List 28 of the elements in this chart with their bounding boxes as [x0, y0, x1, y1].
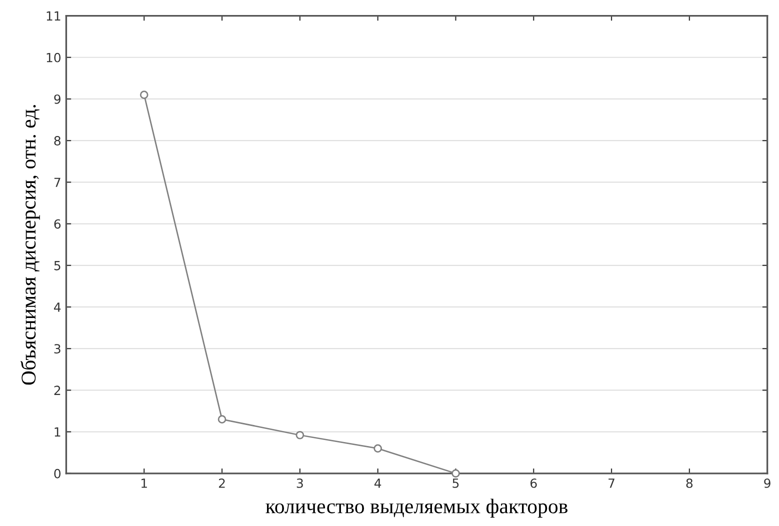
x-tick-label: 8	[686, 478, 693, 488]
y-axis-title: Объяснимая дисперсия, отн. ед.	[20, 105, 40, 385]
x-tick-label: 5	[452, 478, 459, 488]
x-tick-label: 7	[608, 478, 614, 488]
y-tick-label: 7	[54, 178, 60, 187]
y-tick-label: 10	[46, 52, 61, 62]
y-tick-label: 1	[54, 427, 60, 437]
x-axis-title: количество выделяемых факторов	[266, 498, 568, 518]
y-tick-label: 5	[54, 261, 60, 270]
y-tick-label: 6	[54, 219, 61, 229]
point	[140, 90, 148, 99]
x-tick-label: 6	[530, 478, 537, 488]
point	[218, 415, 226, 424]
x-tick-label: 2	[218, 478, 225, 488]
point	[374, 444, 382, 453]
x-tick-label: 1	[142, 478, 147, 488]
y-tick-label: 2	[54, 386, 60, 395]
point	[296, 430, 304, 440]
y-tick-label: 0	[54, 468, 61, 478]
x-tick-label: 3	[296, 478, 303, 488]
x-tick-label: 4	[374, 478, 382, 488]
y-tick-label: 11	[46, 11, 60, 21]
y-tick-label: 4	[54, 302, 61, 312]
point	[452, 469, 460, 478]
y-tick-label: 8	[54, 136, 60, 146]
x-tick-label: 9	[764, 478, 770, 488]
y-tick-label: 9	[54, 94, 60, 104]
y-tick-label: 3	[54, 344, 60, 354]
